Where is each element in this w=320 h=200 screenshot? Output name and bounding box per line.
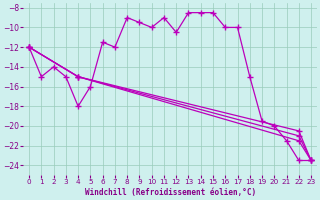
X-axis label: Windchill (Refroidissement éolien,°C): Windchill (Refroidissement éolien,°C) — [84, 188, 256, 197]
